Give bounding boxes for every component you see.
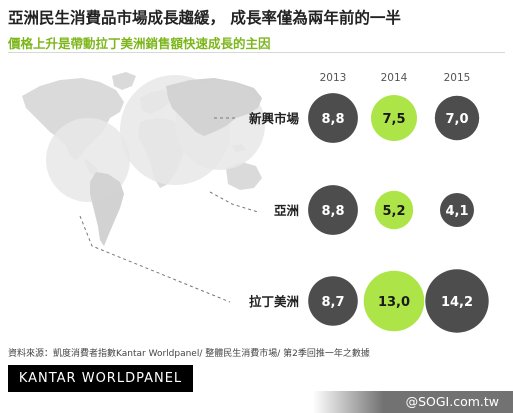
value-label-1-2015: 4,1 bbox=[445, 204, 468, 219]
chart-title: 亞洲民生消費品市場成長趨緩， 成長率僅為兩年前的一半 bbox=[8, 9, 401, 27]
bubble-1-2014 bbox=[374, 190, 414, 230]
bubble-0-2014 bbox=[371, 95, 417, 141]
bubble-0-2013 bbox=[308, 93, 358, 143]
value-label-0-2014: 7,5 bbox=[382, 112, 405, 127]
bubbles bbox=[308, 93, 489, 333]
watermark-bar: @SOGI.com.tw bbox=[313, 391, 513, 413]
value-label-1-2013: 8,8 bbox=[321, 204, 344, 219]
bubble-0-2015 bbox=[434, 95, 480, 141]
world-map-overlay bbox=[90, 78, 262, 246]
source-note: 資料來源：凱度消費者指數Kantar Worldpanel/ 整體民生消費市場/… bbox=[8, 349, 370, 359]
watermark-text: @SOGI.com.tw bbox=[405, 394, 499, 409]
bubble-2-2013 bbox=[308, 276, 358, 326]
connector-latam bbox=[79, 215, 231, 303]
bubble-2-2014 bbox=[363, 270, 425, 332]
row-label-1: 亞洲 bbox=[274, 203, 299, 218]
value-label-2-2015: 14,2 bbox=[441, 295, 473, 310]
year-header-2015: 2015 bbox=[444, 72, 471, 84]
year-headers: 2013 2014 2015 bbox=[320, 72, 471, 84]
bubble-2-2015 bbox=[425, 269, 489, 333]
value-label-1-2014: 5,2 bbox=[382, 204, 405, 219]
year-header-2014: 2014 bbox=[381, 72, 408, 84]
chart-subtitle: 價格上升是帶動拉丁美洲銷售額快速成長的主因 bbox=[8, 36, 271, 51]
row-label-0: 新興市場 bbox=[249, 111, 300, 126]
value-label-2-2014: 13,0 bbox=[378, 295, 410, 310]
year-header-2013: 2013 bbox=[320, 72, 347, 84]
kantar-worldpanel-logo: KANTAR WORLDPANEL bbox=[8, 365, 193, 392]
title-divider bbox=[8, 52, 505, 53]
connector-lines bbox=[79, 117, 259, 303]
value-label-2-2013: 8,7 bbox=[321, 295, 344, 310]
connector-asia bbox=[209, 191, 259, 213]
value-label-0-2013: 8,8 bbox=[321, 112, 344, 127]
value-label-0-2015: 7,0 bbox=[445, 112, 468, 127]
bubble-1-2013 bbox=[308, 185, 358, 235]
bubble-labels: 8,8 7,5 7,0 8,8 5,2 4,1 8,7 13,0 14,2 bbox=[321, 112, 473, 310]
row-label-2: 拉丁美洲 bbox=[249, 294, 299, 309]
bubble-1-2015 bbox=[440, 193, 474, 227]
